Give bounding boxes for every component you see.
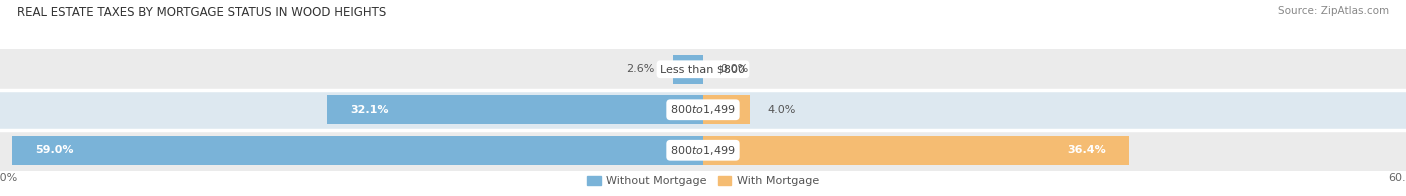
Text: 4.0%: 4.0% — [768, 105, 796, 115]
Text: 0.0%: 0.0% — [721, 64, 749, 74]
Bar — [703, 95, 749, 124]
Bar — [672, 55, 703, 84]
Text: Source: ZipAtlas.com: Source: ZipAtlas.com — [1278, 6, 1389, 16]
Bar — [0, 130, 1406, 171]
Bar — [703, 136, 1129, 165]
Text: REAL ESTATE TAXES BY MORTGAGE STATUS IN WOOD HEIGHTS: REAL ESTATE TAXES BY MORTGAGE STATUS IN … — [17, 6, 387, 19]
Bar — [11, 136, 703, 165]
Bar — [326, 95, 703, 124]
Bar — [0, 90, 1406, 130]
Text: $800 to $1,499: $800 to $1,499 — [671, 144, 735, 157]
Text: 36.4%: 36.4% — [1067, 145, 1107, 155]
Bar — [0, 49, 1406, 90]
Text: 32.1%: 32.1% — [350, 105, 389, 115]
Text: Less than $800: Less than $800 — [661, 64, 745, 74]
Text: 2.6%: 2.6% — [627, 64, 655, 74]
Legend: Without Mortgage, With Mortgage: Without Mortgage, With Mortgage — [582, 171, 824, 191]
Text: 59.0%: 59.0% — [35, 145, 73, 155]
Text: $800 to $1,499: $800 to $1,499 — [671, 103, 735, 116]
